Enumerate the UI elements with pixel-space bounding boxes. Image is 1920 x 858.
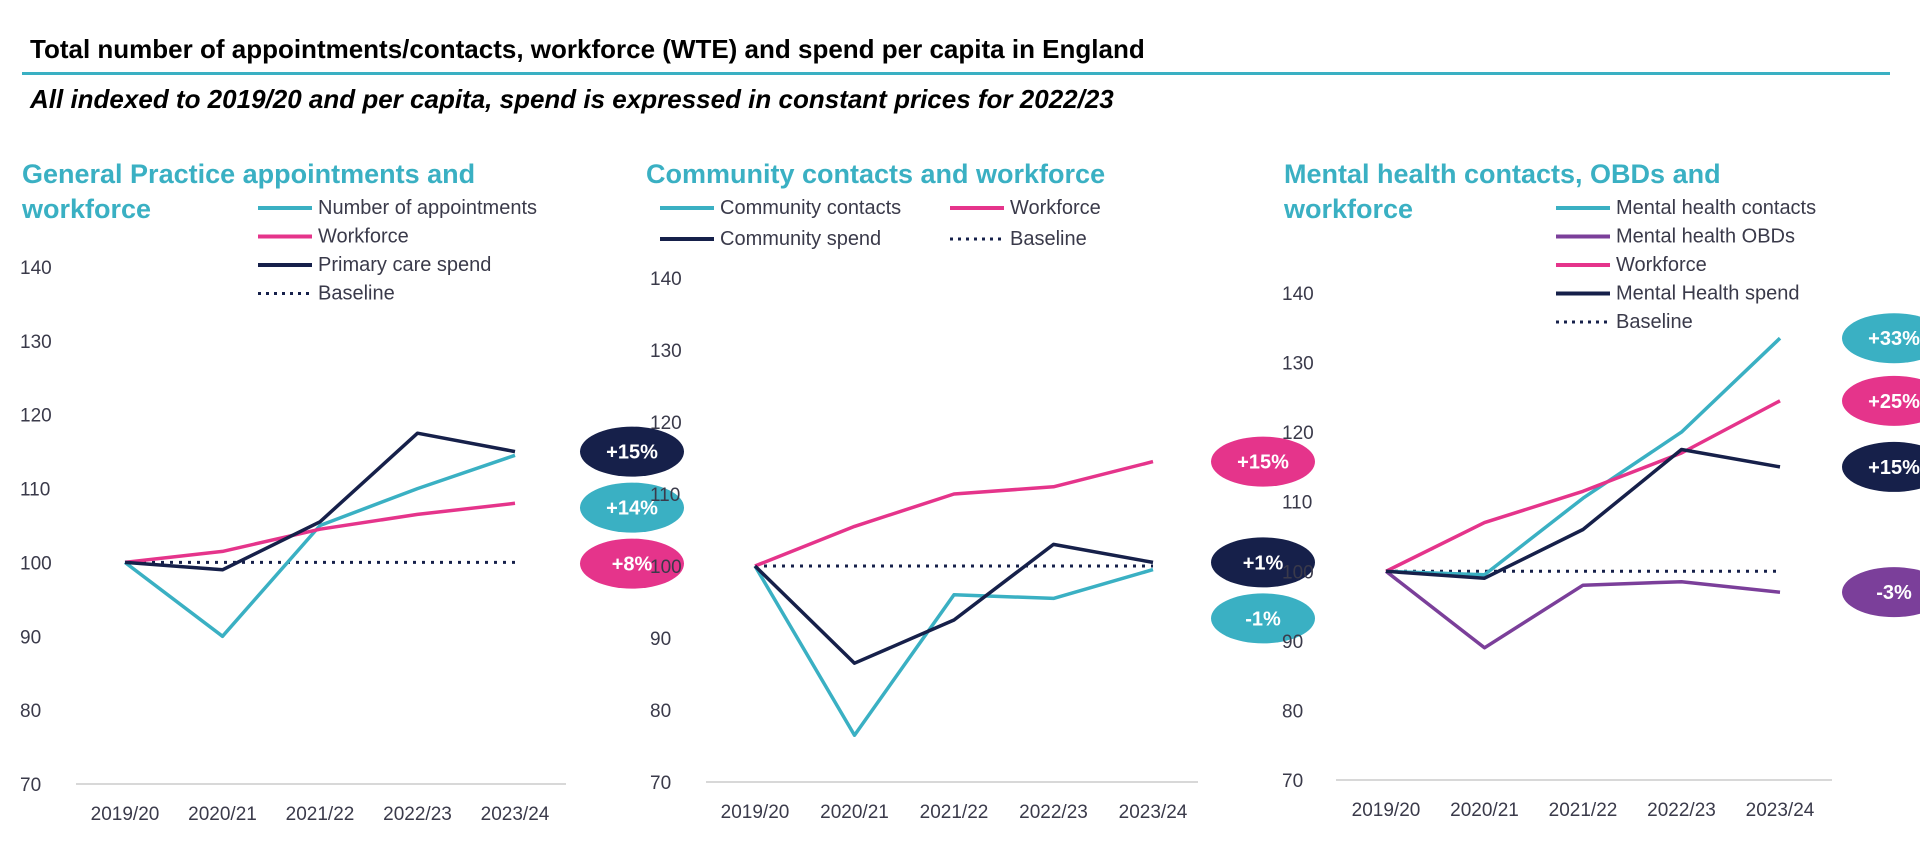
chart-panel-3: Mental health contacts, OBDs and workforc… (1282, 159, 1920, 821)
series-line-community-contacts (753, 565, 1154, 737)
value-badge-label: +15% (1237, 452, 1289, 474)
x-tick-label: 2019/20 (1352, 800, 1421, 821)
y-tick-label: 110 (20, 480, 50, 501)
value-badge-label: +15% (606, 442, 658, 464)
chart-title: workforce (21, 194, 151, 224)
x-tick-label: 2019/20 (721, 802, 790, 823)
legend-label: Community contacts (720, 197, 901, 219)
x-tick-label: 2020/21 (1450, 800, 1519, 821)
y-tick-label: 80 (650, 701, 671, 722)
y-tick-label: 70 (1282, 771, 1303, 792)
legend-label: Workforce (318, 226, 409, 248)
legend-label: Workforce (1616, 254, 1707, 276)
x-tick-label: 2019/20 (91, 804, 160, 825)
y-tick-label: 110 (650, 485, 680, 506)
chart-title: Community contacts and workforce (646, 159, 1105, 189)
value-badge-label: +14% (606, 498, 658, 520)
y-tick-label: 70 (20, 775, 41, 796)
series-line-workforce (1385, 399, 1781, 573)
y-tick-label: 120 (650, 413, 682, 434)
value-badge-label: +15% (1868, 457, 1920, 479)
y-tick-label: 100 (20, 553, 52, 574)
legend-label: Mental Health spend (1616, 283, 1799, 305)
title-rule (22, 72, 1890, 75)
series-line-mental-health-contacts (1385, 336, 1782, 577)
y-tick-label: 100 (1282, 562, 1314, 583)
x-tick-label: 2023/24 (481, 804, 550, 825)
value-badge (1842, 567, 1920, 618)
x-tick-label: 2021/22 (1549, 800, 1618, 821)
legend-label: Baseline (318, 283, 395, 305)
chart-title: General Practice appointments and (22, 159, 475, 189)
value-badge (1842, 441, 1920, 492)
y-tick-label: 140 (20, 258, 52, 279)
y-tick-label: 120 (20, 406, 52, 427)
series-line-number-of-appointments (123, 453, 516, 639)
x-tick-label: 2023/24 (1746, 800, 1815, 821)
value-badge-label: +33% (1868, 328, 1920, 350)
legend-label: Workforce (1010, 197, 1101, 219)
legend-label: Baseline (1010, 228, 1087, 250)
y-tick-label: 100 (650, 557, 682, 578)
value-badge (580, 538, 684, 589)
series-line-mental-health-spend (1385, 447, 1781, 580)
series-line-community-spend (753, 542, 1154, 665)
series-line-mental-health-obds (1384, 569, 1781, 650)
value-badge-label: +25% (1868, 391, 1920, 413)
value-badge-label: +8% (612, 554, 653, 576)
value-badge (1211, 436, 1315, 487)
legend-label: Number of appointments (318, 197, 537, 219)
value-badge (580, 426, 684, 477)
y-tick-label: 130 (20, 332, 52, 353)
x-tick-label: 2022/23 (1647, 800, 1716, 821)
series-line-workforce (754, 459, 1154, 568)
legend-label: Mental health contacts (1616, 197, 1816, 219)
y-tick-label: 140 (650, 269, 682, 290)
legend-label: Primary care spend (318, 254, 491, 276)
legend-label: Community spend (720, 228, 881, 250)
value-badge-label: -3% (1876, 582, 1912, 604)
y-tick-label: 110 (1282, 493, 1312, 514)
y-tick-label: 90 (650, 629, 671, 650)
y-tick-label: 90 (20, 627, 41, 648)
chart-panel-2: Community contacts and workforce Communit… (646, 159, 1315, 823)
x-tick-label: 2022/23 (1019, 802, 1088, 823)
series-line-workforce (124, 501, 516, 565)
y-tick-label: 130 (650, 341, 682, 362)
page-title: Total number of appointments/contacts, w… (30, 34, 1145, 64)
value-badge (1842, 375, 1920, 426)
page-subtitle: All indexed to 2019/20 and per capita, s… (30, 84, 1114, 114)
y-tick-label: 130 (1282, 354, 1314, 375)
x-tick-label: 2021/22 (920, 802, 989, 823)
value-badge (1211, 593, 1315, 644)
legend-label: Baseline (1616, 311, 1693, 333)
x-tick-label: 2022/23 (383, 804, 452, 825)
value-badge (1842, 313, 1920, 364)
y-tick-label: 80 (1282, 701, 1303, 722)
x-tick-label: 2021/22 (286, 804, 355, 825)
y-tick-label: 120 (1282, 423, 1314, 444)
chart-title: workforce (1283, 194, 1413, 224)
value-badge (1211, 537, 1315, 588)
x-tick-label: 2023/24 (1119, 802, 1188, 823)
value-badge (580, 482, 684, 533)
y-tick-label: 80 (20, 701, 41, 722)
chart-title: Mental health contacts, OBDs and (1284, 159, 1721, 189)
y-tick-label: 90 (1282, 632, 1303, 653)
chart-panel-1: General Practice appointments and workfor… (20, 159, 684, 825)
series-line-primary-care-spend (124, 431, 516, 572)
value-badge-label: +1% (1243, 552, 1284, 574)
value-badge-label: -1% (1245, 608, 1281, 630)
x-tick-label: 2020/21 (820, 802, 889, 823)
y-tick-label: 140 (1282, 284, 1314, 305)
legend-label: Mental health OBDs (1616, 226, 1795, 248)
y-tick-label: 70 (650, 773, 671, 794)
x-tick-label: 2020/21 (188, 804, 257, 825)
